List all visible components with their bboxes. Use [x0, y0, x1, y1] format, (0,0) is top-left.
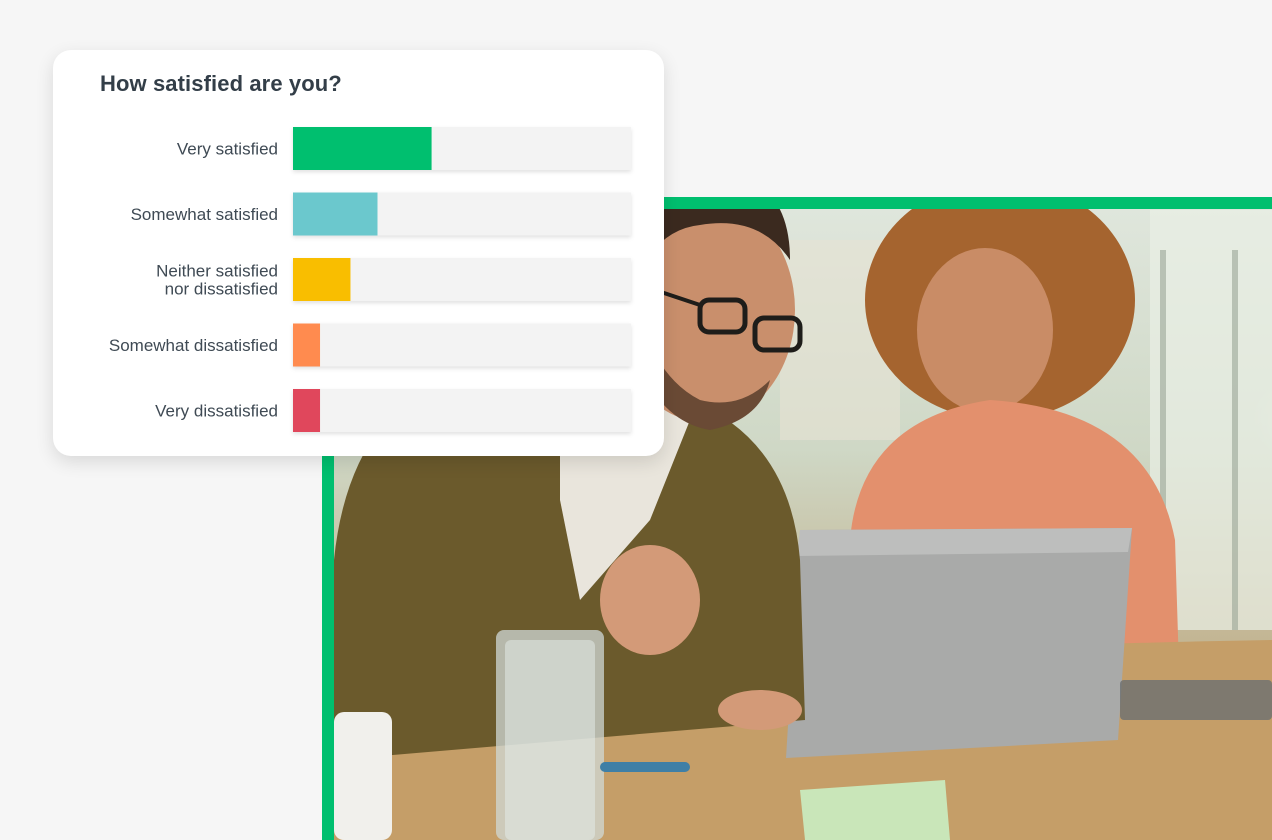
bar-track — [293, 389, 631, 432]
photo-illustration — [334, 209, 1272, 840]
bar-row: Somewhat dissatisfied — [109, 323, 631, 367]
category-label: Very dissatisfied — [155, 402, 278, 421]
category-label: Somewhat dissatisfied — [109, 336, 278, 355]
bar — [293, 323, 321, 367]
bar-row: Very satisfied — [177, 127, 631, 170]
photo-two-people-at-laptop — [334, 209, 1272, 840]
category-label: Very satisfied — [177, 140, 278, 159]
bar-row: Neither satisfied nor dissatisfied — [156, 258, 631, 301]
category-label: Somewhat satisfied — [131, 205, 278, 224]
survey-results-card: How satisfied are you? Very satisfied Som… — [53, 50, 664, 456]
bar-row: Somewhat satisfied — [131, 192, 631, 236]
bar — [293, 192, 378, 236]
photo-frame — [322, 197, 1272, 840]
bar — [293, 389, 321, 432]
bar-chart: Very satisfied Somewhat satisfied Neither … — [109, 127, 631, 432]
bar-track — [293, 323, 631, 367]
bar-row: Very dissatisfied — [155, 389, 631, 432]
bar — [293, 127, 432, 170]
category-label: Neither satisfied nor dissatisfied — [156, 262, 278, 299]
chart-title: How satisfied are you? — [100, 71, 342, 96]
bar — [293, 258, 351, 301]
